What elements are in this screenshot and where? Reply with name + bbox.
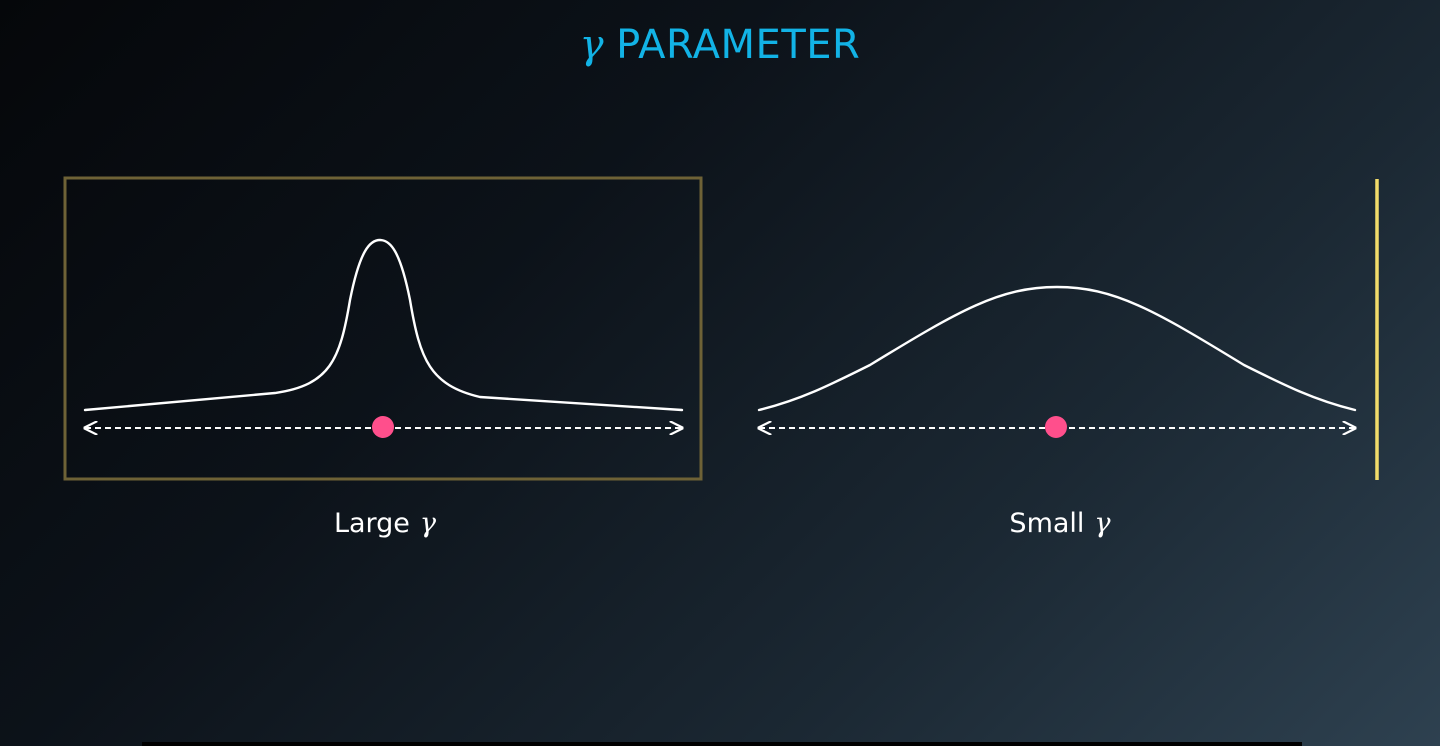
data-point-small [1045,416,1067,438]
panel-frame-large [63,176,703,481]
title-gamma-symbol: γ [579,22,605,68]
caption-small-gamma-symbol: γ [1094,508,1111,539]
curve-narrow-peak [83,238,684,412]
caption-small-gamma: Small γ [1009,508,1110,539]
caption-small-text: Small [1009,508,1085,539]
caption-large-gamma-symbol: γ [419,508,437,539]
data-point-large [372,416,394,438]
panel-small-gamma [757,179,1379,481]
caption-large-text: Large [333,508,410,539]
bottom-bar [142,742,1302,746]
title-text: PARAMETER [616,22,861,68]
caption-large-gamma: Large γ [334,508,436,539]
panel-large-gamma [63,176,703,481]
curve-wide-bell [757,285,1357,412]
slide-title: γ PARAMETER [0,22,1440,68]
